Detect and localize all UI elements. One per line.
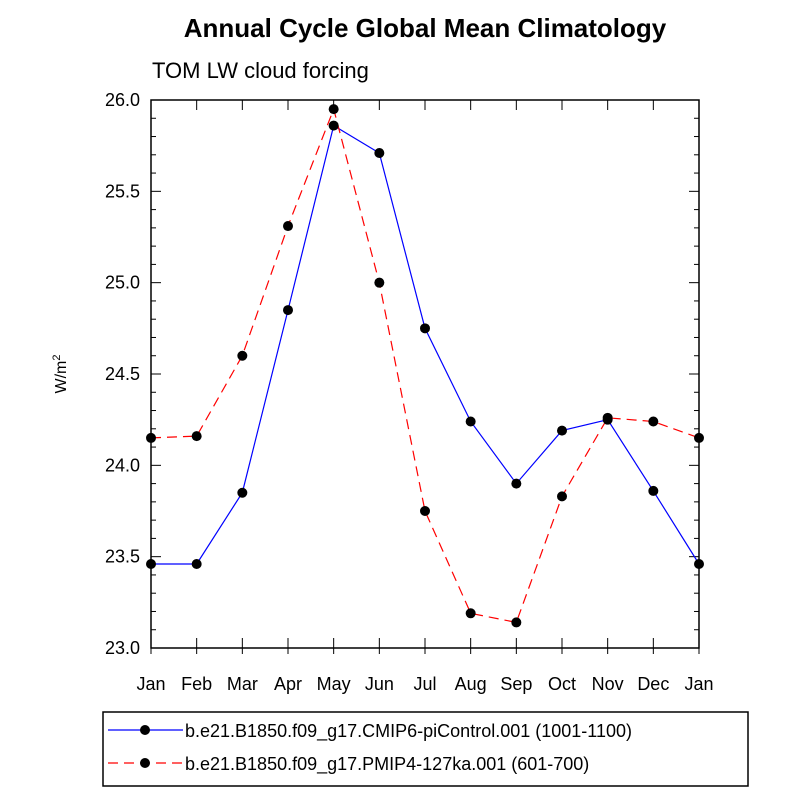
- y-tick-label: 25.0: [105, 273, 140, 293]
- series-2-point: [328, 104, 339, 115]
- series-2-point: [374, 277, 385, 288]
- y-axis-ticks: 23.0 23.5 24.0 24.5 25.0 25.5 26.0: [105, 90, 699, 658]
- series-1-point: [694, 558, 704, 569]
- series-1-point: [648, 485, 659, 496]
- x-tick-label: Apr: [274, 674, 302, 694]
- legend-label-1: b.e21.B1850.f09_g17.CMIP6-piControl.001 …: [185, 721, 632, 742]
- y-tick-label: 24.5: [105, 364, 140, 384]
- y-axis-label-exponent: 2: [51, 355, 63, 361]
- series-2-point: [283, 221, 293, 232]
- series-1-point: [237, 487, 248, 498]
- x-axis-ticks: Jan Feb Mar Apr May Jun Jul Aug Sep Oct Nov Dec Jan: [136, 100, 714, 694]
- series-2-point: [146, 432, 156, 443]
- x-tick-label: Nov: [592, 674, 624, 694]
- series-1-point: [191, 558, 202, 569]
- series-line-2: [150, 107, 700, 624]
- series-2-point: [694, 432, 704, 443]
- y-tick-label: 26.0: [105, 90, 140, 110]
- series-1-point: [511, 478, 522, 489]
- x-tick-label: Jan: [136, 674, 165, 694]
- chart-subtitle: TOM LW cloud forcing: [152, 58, 369, 83]
- series-2-point: [237, 350, 248, 361]
- x-tick-label: Feb: [181, 674, 212, 694]
- x-tick-label: Dec: [637, 674, 669, 694]
- x-tick-label: Jun: [365, 674, 394, 694]
- x-tick-label: Mar: [227, 674, 258, 694]
- legend-marker-1: [140, 725, 150, 735]
- series-1-point: [557, 425, 567, 436]
- series-2-point: [648, 416, 659, 427]
- series-1-point: [328, 120, 339, 131]
- series-1-point: [420, 323, 430, 334]
- y-tick-label: 23.0: [105, 638, 140, 658]
- y-axis-label-unit: W/m: [53, 361, 70, 394]
- series-line-1: [151, 124, 700, 565]
- legend-marker-2: [140, 758, 150, 768]
- chart-title: Annual Cycle Global Mean Climatology: [184, 13, 667, 43]
- series-2-point: [191, 431, 202, 442]
- x-tick-label: Aug: [455, 674, 487, 694]
- series-1-point: [374, 147, 385, 158]
- series-1-point: [283, 305, 293, 316]
- y-axis-label: W/m2: [51, 355, 70, 394]
- legend: b.e21.B1850.f09_g17.CMIP6-piControl.001 …: [108, 721, 632, 775]
- series-2-point: [420, 506, 430, 516]
- series-layer: [146, 104, 704, 628]
- x-tick-label: Jul: [413, 674, 436, 694]
- x-tick-label: Oct: [548, 674, 576, 694]
- plot-frame: [150, 99, 700, 649]
- legend-label-2: b.e21.B1850.f09_g17.PMIP4-127ka.001 (601…: [185, 754, 589, 775]
- series-2-point: [557, 491, 567, 502]
- series-1-point: [146, 558, 156, 569]
- y-tick-label: 24.0: [105, 455, 140, 475]
- series-1-point: [465, 416, 476, 427]
- series-2-point: [511, 617, 522, 628]
- x-tick-label: Sep: [500, 674, 532, 694]
- x-tick-label: Jan: [684, 674, 713, 694]
- legend-box: [102, 711, 749, 787]
- series-2-point: [602, 412, 613, 423]
- series-2-point: [465, 608, 476, 619]
- x-tick-label: May: [317, 674, 351, 694]
- y-tick-label: 23.5: [105, 547, 140, 567]
- y-tick-label: 25.5: [105, 181, 140, 201]
